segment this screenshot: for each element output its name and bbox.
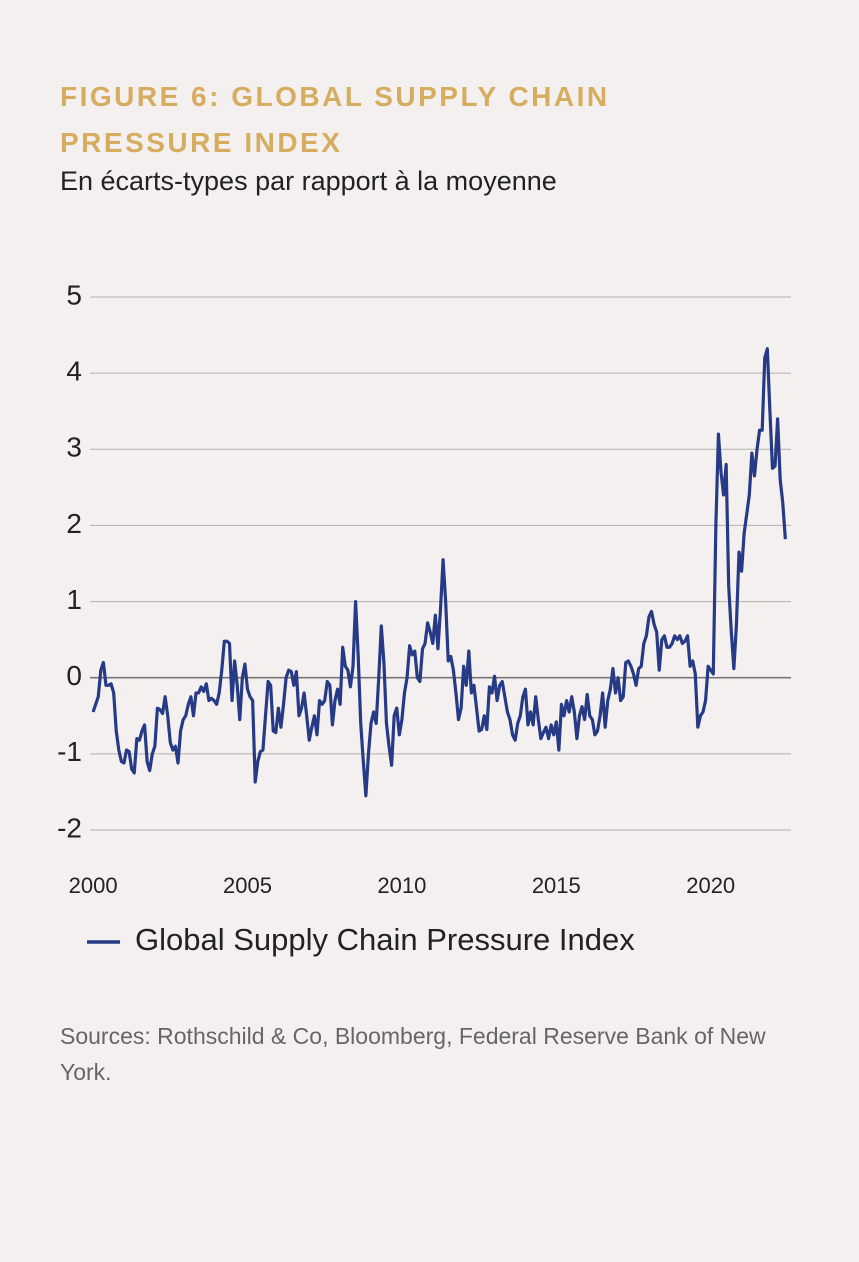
x-tick-label: 2010: [377, 873, 426, 898]
y-tick-label: 1: [66, 584, 82, 615]
y-tick-label: 5: [66, 279, 82, 310]
x-tick-label: 2020: [686, 873, 735, 898]
y-tick-label: 0: [66, 660, 82, 691]
chart-subtitle: En écarts-types par rapport à la moyenne: [60, 166, 557, 196]
y-tick-label: 2: [66, 508, 82, 539]
chart-title: FIGURE 6: GLOBAL SUPPLY CHAIN PRESSURE I…: [60, 81, 610, 158]
y-tick-label: 4: [66, 356, 82, 387]
source-note: Sources: Rothschild & Co, Bloomberg, Fed…: [60, 1023, 766, 1085]
data-line: [91, 347, 787, 798]
y-tick-label: -2: [57, 812, 82, 843]
x-tick-label: 2000: [69, 873, 118, 898]
x-tick-label: 2015: [532, 873, 581, 898]
y-tick-label: -1: [57, 736, 82, 767]
legend-label: Global Supply Chain Pressure Index: [135, 922, 635, 957]
chart: 5 4 3 2 1 0 -1 -2 2000 2005 2010 2015 2020 Global Sup…: [57, 279, 791, 957]
x-tick-label: 2005: [223, 873, 272, 898]
y-tick-label: 3: [66, 432, 82, 463]
